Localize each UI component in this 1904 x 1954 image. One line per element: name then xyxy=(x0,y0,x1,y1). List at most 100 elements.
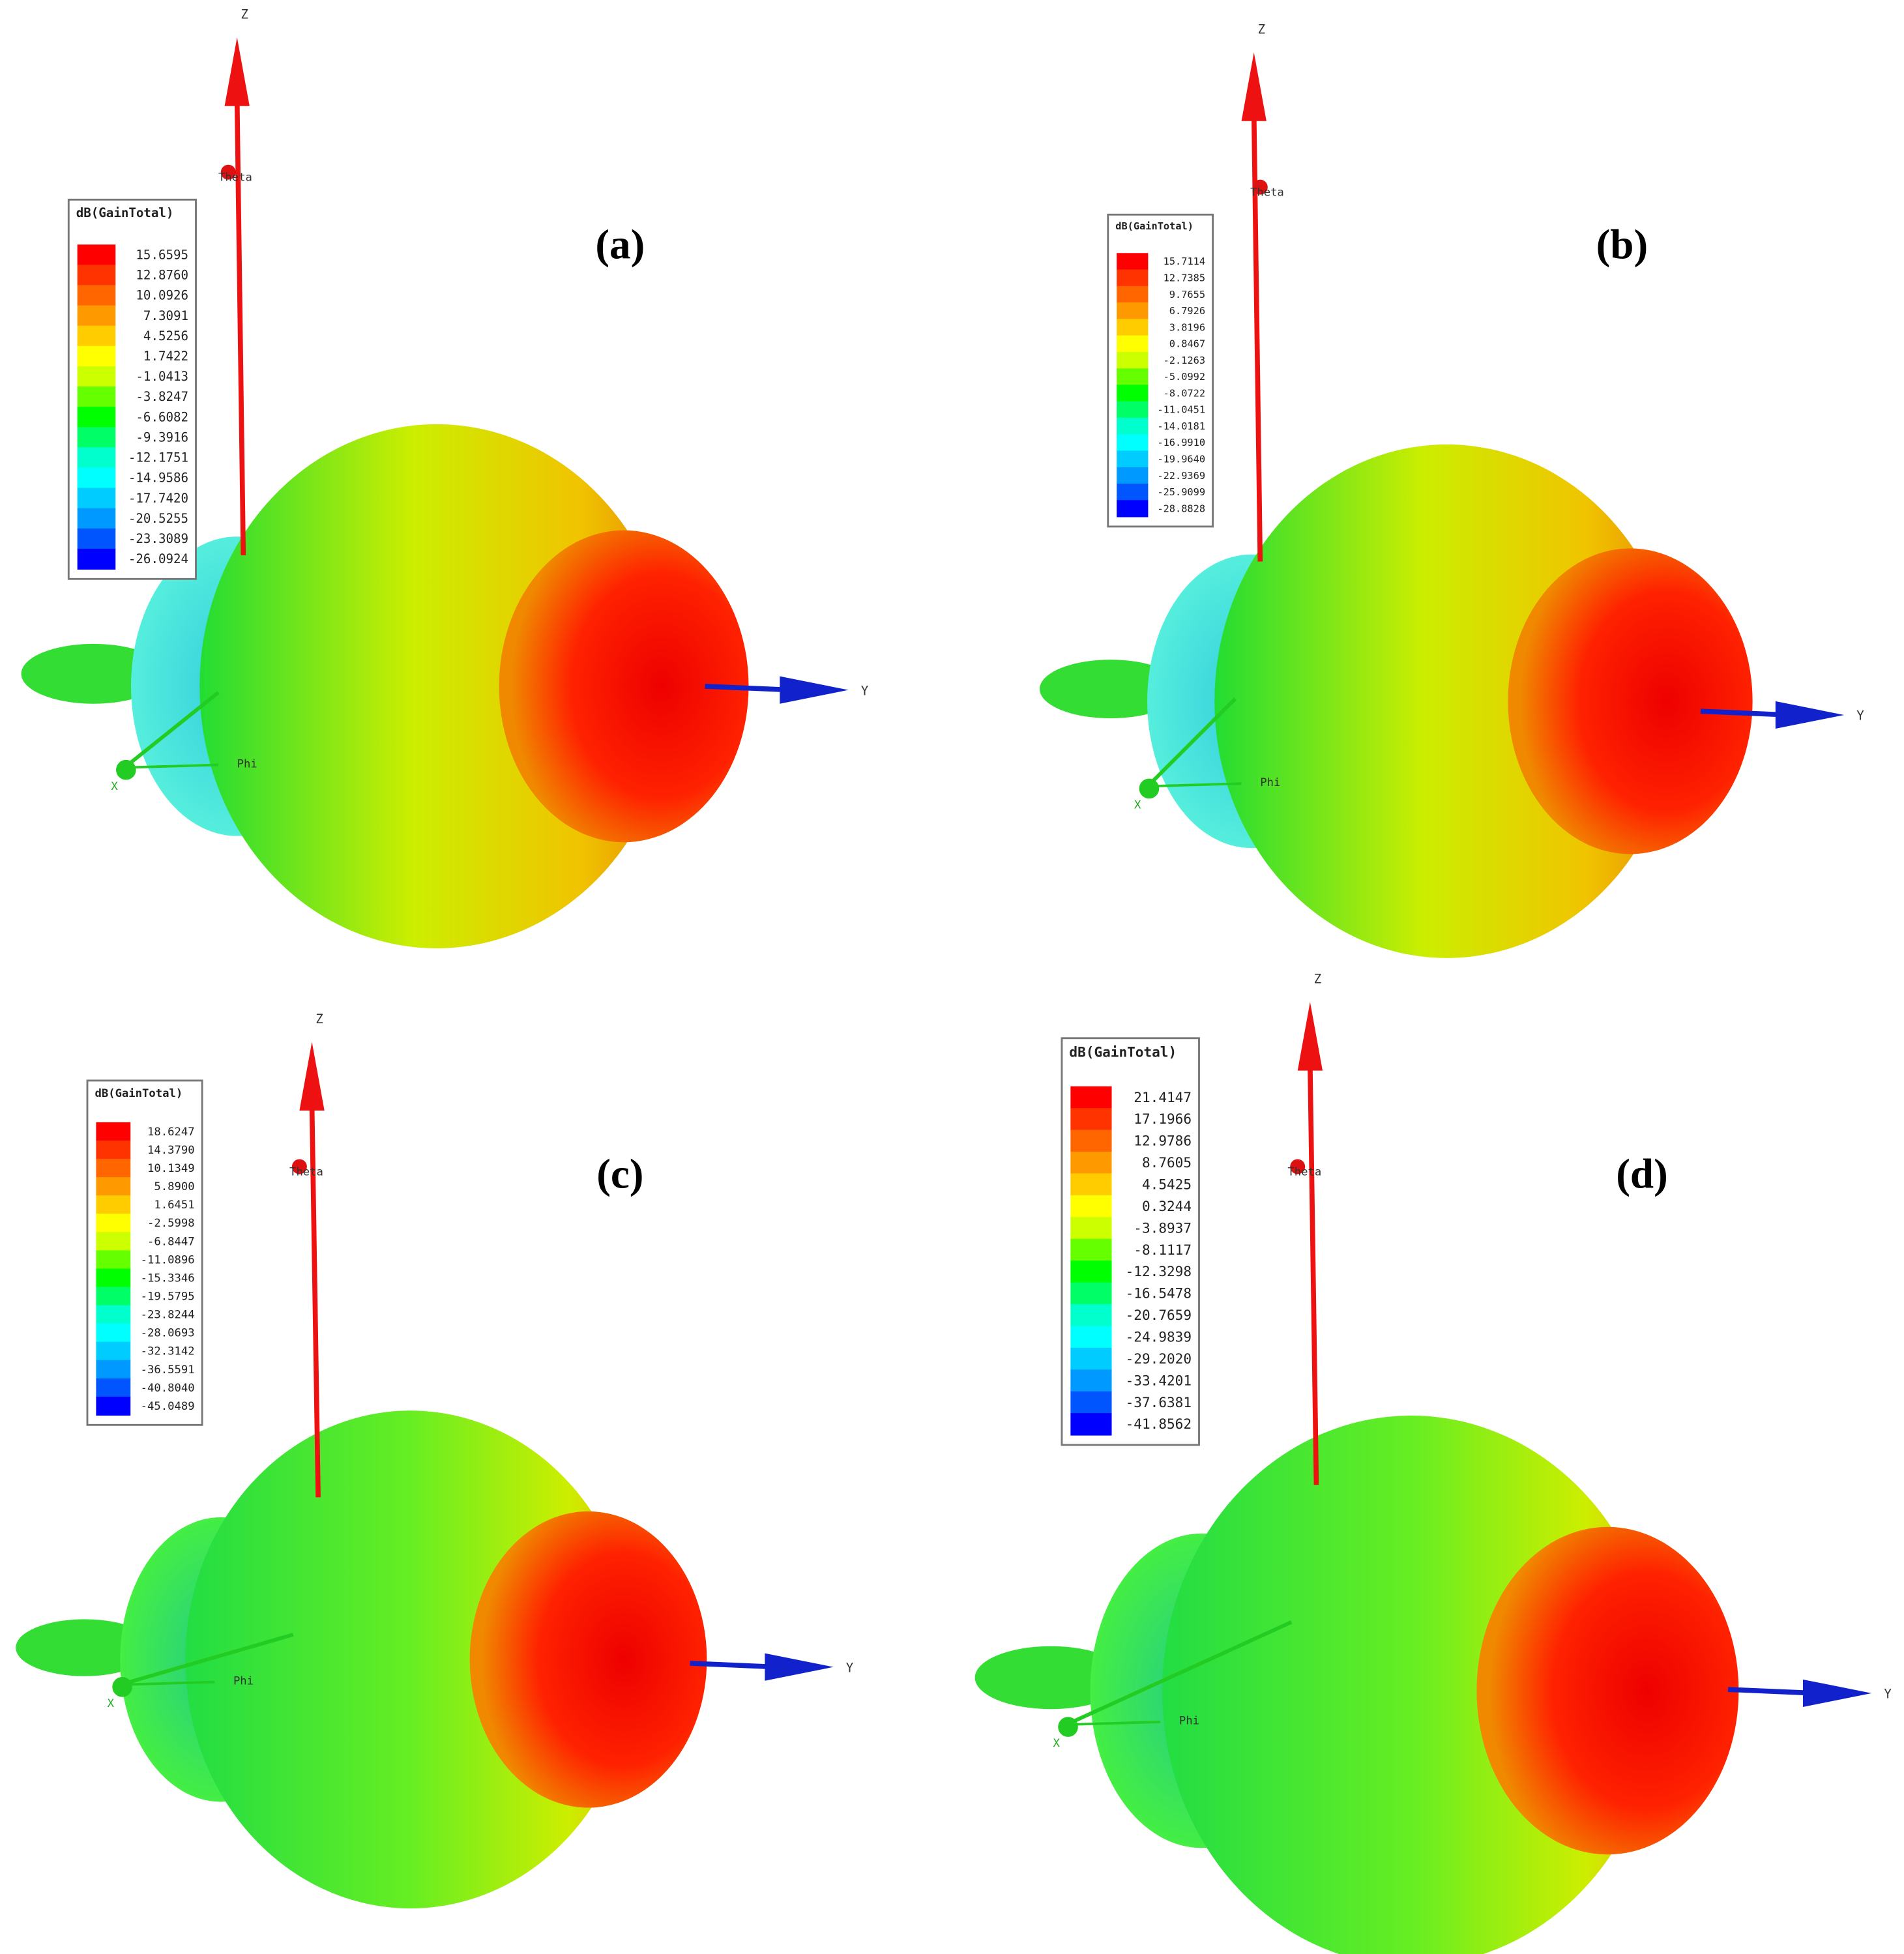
legend-level: 17.1966 xyxy=(1134,1111,1192,1127)
legend-level: -8.0722 xyxy=(1164,387,1205,399)
legend-swatch xyxy=(96,1214,131,1233)
x-label: X xyxy=(111,780,118,793)
legend-level: 3.8196 xyxy=(1169,321,1205,333)
legend-swatch xyxy=(1117,269,1149,287)
radiation-pattern xyxy=(1039,444,1753,958)
legend-swatch xyxy=(1070,1261,1112,1283)
theta-label: Theta xyxy=(1250,186,1284,199)
legend-swatch xyxy=(1070,1238,1112,1262)
legend-swatch xyxy=(1117,467,1149,484)
x-label: X xyxy=(108,1697,115,1710)
x-marker xyxy=(116,759,136,780)
y-axis xyxy=(1727,1687,1816,1696)
legend-level: -26.0924 xyxy=(128,551,188,566)
legend-swatch xyxy=(96,1140,131,1159)
y-arrow xyxy=(1775,701,1845,729)
legend-swatch xyxy=(1070,1173,1112,1196)
legend-swatch xyxy=(1070,1304,1112,1327)
legend-swatch xyxy=(96,1396,131,1416)
legend-swatch xyxy=(77,325,116,347)
legend-level: -15.3346 xyxy=(141,1272,195,1285)
legend-swatch xyxy=(1117,351,1149,370)
legend-level: 0.3244 xyxy=(1142,1198,1192,1214)
side-lobe xyxy=(21,643,166,704)
phi-arrow xyxy=(1073,1721,1161,1726)
legend-level: 5.8900 xyxy=(154,1180,194,1193)
legend-level: -11.0896 xyxy=(141,1253,195,1266)
x-axis xyxy=(1066,1620,1293,1727)
main-body xyxy=(1214,444,1680,958)
legend-level: 10.1349 xyxy=(147,1162,195,1175)
y-axis xyxy=(1700,708,1789,718)
x-axis xyxy=(123,691,220,769)
legend-swatch xyxy=(1117,434,1149,452)
x-axis xyxy=(120,1633,294,1687)
legend-title: dB(GainTotal) xyxy=(76,205,174,220)
theta-label: Theta xyxy=(1287,1165,1321,1178)
legend-level: 15.7114 xyxy=(1164,255,1205,267)
legend-swatch xyxy=(77,528,116,549)
legend-swatch xyxy=(77,305,116,327)
side-lobe xyxy=(974,1646,1127,1710)
z-label: Z xyxy=(315,1012,323,1027)
legend-level: -14.9586 xyxy=(128,471,188,486)
legend-level: -9.3916 xyxy=(136,430,188,445)
main-lobe xyxy=(1476,1526,1739,1855)
legend-swatch xyxy=(1117,484,1149,501)
legend-swatch xyxy=(1117,385,1149,402)
legend-swatch xyxy=(96,1177,131,1197)
y-label: Y xyxy=(861,683,869,698)
y-label: Y xyxy=(1856,708,1864,723)
legend-swatch xyxy=(96,1341,131,1361)
main-lobe xyxy=(499,530,749,843)
legend-level: 12.8760 xyxy=(136,268,188,283)
x-axis xyxy=(1146,697,1237,788)
legend-title: dB(GainTotal) xyxy=(95,1087,183,1100)
legend-level: -12.3298 xyxy=(1126,1263,1192,1279)
legend-level: -22.9369 xyxy=(1157,470,1205,482)
x-label: X xyxy=(1134,799,1141,812)
legend-swatch xyxy=(96,1323,131,1343)
legend-level: -23.3089 xyxy=(128,531,188,546)
legend-title: dB(GainTotal) xyxy=(1115,220,1194,232)
legend-level: -6.6082 xyxy=(136,409,188,424)
theta-label: Theta xyxy=(218,171,252,184)
legend-level: -19.9640 xyxy=(1157,453,1205,465)
legend-level: 0.8467 xyxy=(1169,338,1205,350)
legend-level: 4.5425 xyxy=(1142,1176,1192,1193)
z-label: Z xyxy=(241,7,248,22)
legend-level: -23.8244 xyxy=(141,1309,195,1322)
legend-swatch xyxy=(1117,450,1149,468)
legend-level: -37.6381 xyxy=(1126,1394,1192,1410)
legend-level: -12.1751 xyxy=(128,450,188,465)
legend-swatch xyxy=(1117,302,1149,320)
legend: dB(GainTotal) 15.7114 12.7385 9.7655 6.7926 3… xyxy=(1107,213,1214,528)
legend-swatch xyxy=(1070,1282,1112,1305)
legend-swatch xyxy=(1117,500,1149,518)
legend-swatch xyxy=(96,1268,131,1288)
legend-level: 9.7655 xyxy=(1169,289,1205,300)
legend-level: 12.7385 xyxy=(1164,272,1205,284)
legend-swatch xyxy=(77,508,116,529)
legend-level: -33.4201 xyxy=(1126,1372,1192,1388)
legend-level: -28.8828 xyxy=(1157,503,1205,514)
legend-level: -41.8562 xyxy=(1126,1416,1192,1432)
legend-swatch xyxy=(1117,319,1149,336)
legend-level: -17.7420 xyxy=(128,491,188,506)
legend-swatch xyxy=(1070,1347,1112,1371)
legend-level: 8.7605 xyxy=(1142,1154,1192,1171)
legend-level: 7.3091 xyxy=(143,308,188,323)
legend-swatch xyxy=(77,244,116,266)
legend: dB(GainTotal) 18.6247 14.3790 10.1349 5.8900… xyxy=(86,1079,203,1426)
legend-swatch xyxy=(1117,401,1149,418)
legend-level: 1.6451 xyxy=(154,1199,194,1212)
phi-label: Phi xyxy=(1179,1715,1199,1728)
legend-level: -16.9910 xyxy=(1157,437,1205,448)
legend-level: -2.5998 xyxy=(147,1217,195,1230)
legend-swatch xyxy=(96,1122,131,1141)
main-body xyxy=(185,1410,636,1909)
legend-level: 21.4147 xyxy=(1134,1089,1192,1105)
phi-label: Phi xyxy=(237,757,257,770)
z-label: Z xyxy=(1257,22,1265,37)
